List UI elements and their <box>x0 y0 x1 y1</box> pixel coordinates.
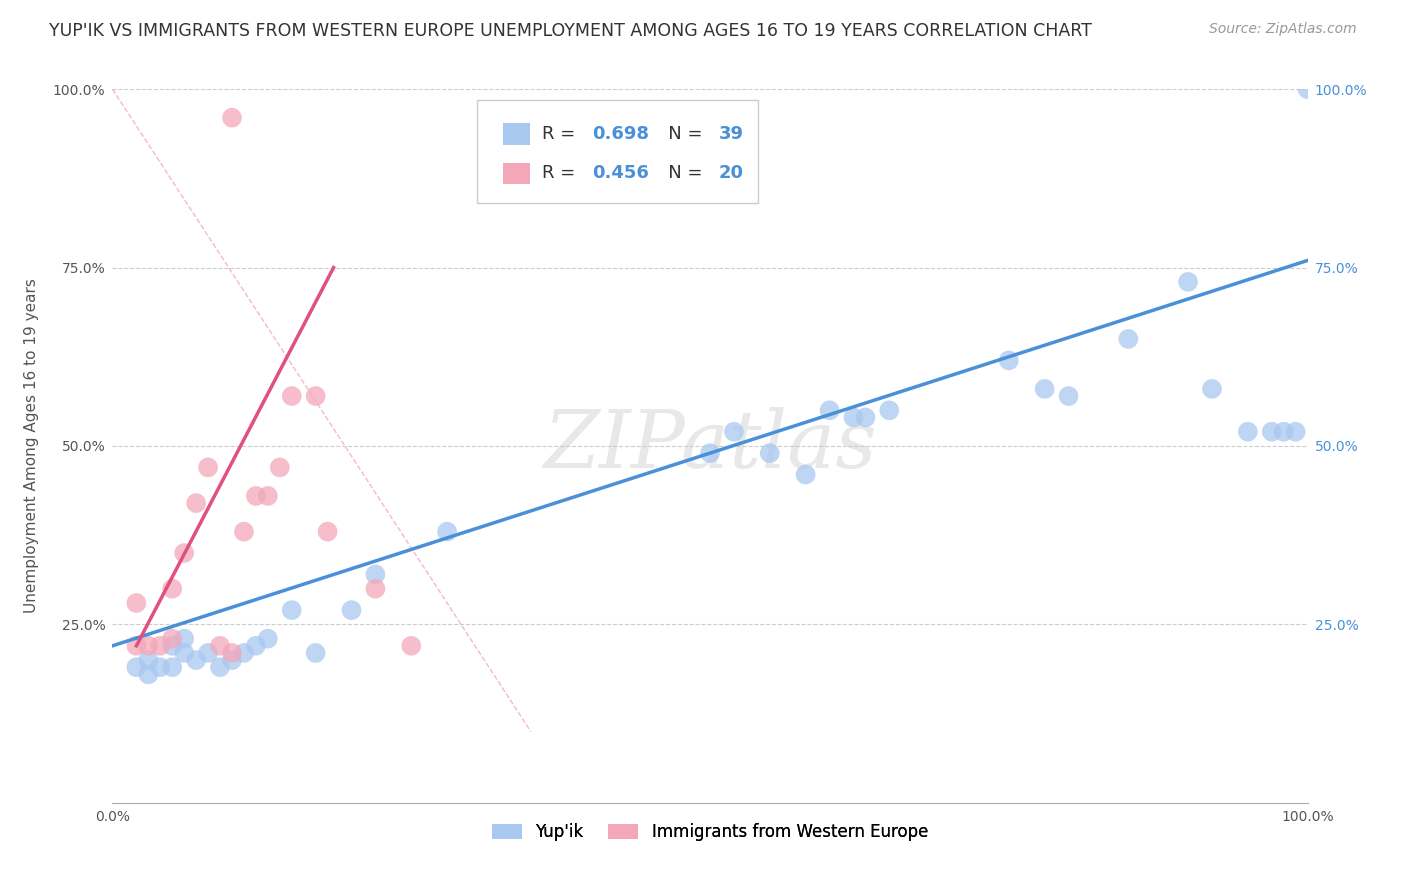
Point <box>855 410 877 425</box>
Text: 39: 39 <box>718 125 744 143</box>
Point <box>281 603 304 617</box>
Point <box>1296 82 1319 96</box>
Text: N =: N = <box>651 164 709 182</box>
Point <box>138 653 160 667</box>
Point <box>723 425 745 439</box>
Point <box>149 660 172 674</box>
Text: ZIPatlas: ZIPatlas <box>543 408 877 484</box>
Point <box>209 660 232 674</box>
Point <box>162 660 183 674</box>
Point <box>305 389 328 403</box>
Point <box>125 660 148 674</box>
Point <box>138 667 160 681</box>
Point <box>162 632 183 646</box>
Point <box>138 639 160 653</box>
Point <box>197 646 219 660</box>
Point <box>1201 382 1223 396</box>
Text: 20: 20 <box>718 164 744 182</box>
Point <box>125 639 148 653</box>
Point <box>401 639 423 653</box>
Point <box>125 596 148 610</box>
Text: 0.698: 0.698 <box>592 125 648 143</box>
Point <box>162 639 183 653</box>
Text: Source: ZipAtlas.com: Source: ZipAtlas.com <box>1209 22 1357 37</box>
Point <box>149 639 172 653</box>
Point <box>209 639 232 653</box>
Point <box>245 489 267 503</box>
FancyBboxPatch shape <box>503 162 530 184</box>
Y-axis label: Unemployment Among Ages 16 to 19 years: Unemployment Among Ages 16 to 19 years <box>24 278 39 614</box>
Point <box>257 489 280 503</box>
Point <box>879 403 901 417</box>
Point <box>998 353 1021 368</box>
Point <box>340 603 363 617</box>
Point <box>699 446 721 460</box>
Point <box>1033 382 1056 396</box>
Point <box>245 639 267 653</box>
Point <box>1057 389 1080 403</box>
Point <box>1261 425 1284 439</box>
Text: R =: R = <box>541 164 581 182</box>
Point <box>364 582 387 596</box>
Point <box>818 403 841 417</box>
Point <box>305 646 328 660</box>
Point <box>173 546 195 560</box>
Point <box>162 582 183 596</box>
Text: YUP'IK VS IMMIGRANTS FROM WESTERN EUROPE UNEMPLOYMENT AMONG AGES 16 TO 19 YEARS : YUP'IK VS IMMIGRANTS FROM WESTERN EUROPE… <box>49 22 1092 40</box>
Point <box>436 524 458 539</box>
Point <box>173 646 195 660</box>
Point <box>173 632 195 646</box>
Point <box>842 410 865 425</box>
Legend: Yup'ik, Immigrants from Western Europe: Yup'ik, Immigrants from Western Europe <box>485 817 935 848</box>
Point <box>257 632 280 646</box>
Point <box>269 460 291 475</box>
Text: R =: R = <box>541 125 581 143</box>
Point <box>186 496 208 510</box>
Point <box>197 460 219 475</box>
Point <box>794 467 817 482</box>
Point <box>1237 425 1260 439</box>
Point <box>221 646 243 660</box>
Point <box>1118 332 1140 346</box>
Point <box>364 567 387 582</box>
Point <box>1285 425 1308 439</box>
Point <box>316 524 339 539</box>
Point <box>233 646 256 660</box>
Text: N =: N = <box>651 125 709 143</box>
Point <box>1177 275 1199 289</box>
Point <box>221 653 243 667</box>
Point <box>221 111 243 125</box>
Text: 0.456: 0.456 <box>592 164 648 182</box>
Point <box>186 653 208 667</box>
Point <box>759 446 782 460</box>
Point <box>281 389 304 403</box>
FancyBboxPatch shape <box>503 123 530 145</box>
Point <box>1272 425 1295 439</box>
FancyBboxPatch shape <box>477 100 758 203</box>
Point <box>233 524 256 539</box>
